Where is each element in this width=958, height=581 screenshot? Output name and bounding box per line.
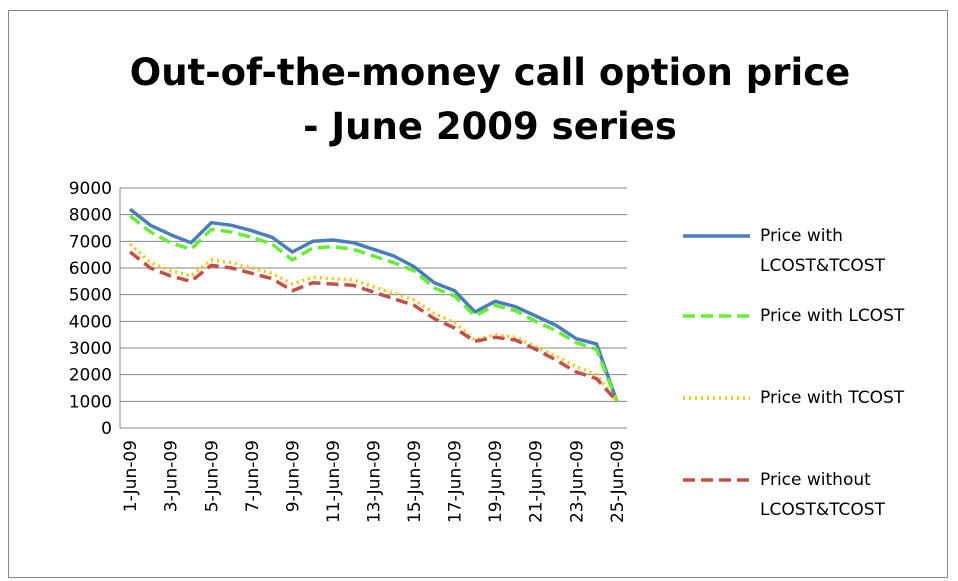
y-tick-label: 2000 bbox=[69, 366, 112, 386]
legend-label: Price with TCOST bbox=[760, 383, 935, 413]
x-tick-label: 1-Jun-09 bbox=[121, 440, 141, 512]
x-tick-label: 5-Jun-09 bbox=[202, 440, 222, 512]
x-tick-label: 3-Jun-09 bbox=[162, 440, 182, 512]
y-tick-label: 3000 bbox=[69, 339, 112, 359]
y-tick-label: 5000 bbox=[69, 286, 112, 306]
series-line bbox=[130, 216, 617, 401]
y-tick-label: 6000 bbox=[69, 259, 112, 279]
x-tick-label: 15-Jun-09 bbox=[405, 440, 425, 523]
x-tick-label: 25-Jun-09 bbox=[608, 440, 628, 523]
y-tick-label: 8000 bbox=[69, 206, 112, 226]
y-tick-label: 0 bbox=[101, 419, 112, 439]
page: Out-of-the-money call option price - Jun… bbox=[0, 0, 958, 581]
x-tick-label: 11-Jun-09 bbox=[324, 440, 344, 523]
x-tick-label: 9-Jun-09 bbox=[283, 440, 303, 512]
legend-label: Price with LCOST bbox=[760, 301, 935, 331]
x-tick-label: 17-Jun-09 bbox=[446, 440, 466, 523]
x-tick-label: 23-Jun-09 bbox=[567, 440, 587, 523]
y-tick-label: 1000 bbox=[69, 392, 112, 412]
x-tick-label: 19-Jun-09 bbox=[486, 440, 506, 523]
series-line bbox=[130, 209, 617, 401]
y-tick-label: 7000 bbox=[69, 232, 112, 252]
y-tick-label: 9000 bbox=[69, 179, 112, 199]
y-tick-label: 4000 bbox=[69, 312, 112, 332]
x-tick-label: 7-Jun-09 bbox=[243, 440, 263, 512]
legend-label: Price without LCOST&TCOST bbox=[760, 465, 935, 525]
legend-label: Price with LCOST&TCOST bbox=[760, 221, 935, 281]
x-tick-label: 21-Jun-09 bbox=[527, 440, 547, 523]
x-tick-label: 13-Jun-09 bbox=[365, 440, 385, 523]
